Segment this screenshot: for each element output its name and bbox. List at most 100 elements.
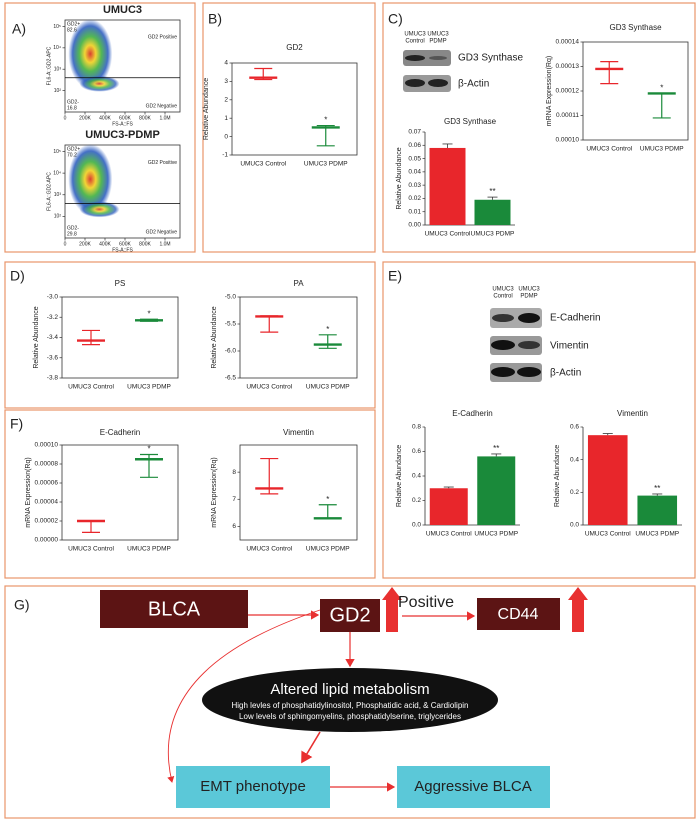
lane-label: PDMP — [520, 294, 537, 300]
y-tick-label: 0.00002 — [35, 518, 59, 525]
y-axis-label: Relative Abundance — [33, 306, 40, 368]
x-tick-label: UMUC3 PDMP — [127, 384, 171, 391]
density-cloud — [79, 75, 120, 92]
x-tick-label: UMUC3 Control — [246, 384, 292, 391]
panel-label: C) — [388, 11, 403, 27]
y-tick-label: 0.05 — [408, 155, 421, 162]
x-tick-label: UMUC3 Control — [246, 546, 292, 553]
up-arrow — [568, 587, 588, 632]
node-text: Low levels of sphingomyelins, phosphatid… — [239, 712, 461, 721]
chart-title: GD3 Synthase — [444, 117, 497, 126]
y-tick-label: 10⁴ — [53, 45, 61, 51]
y-tick-label: 0.4 — [412, 473, 421, 480]
gate-label: 82.6 — [67, 27, 77, 33]
y-axis-label: Relative Abundance — [554, 445, 561, 507]
significance: * — [147, 445, 150, 454]
lane-label: UMUC3 — [427, 32, 449, 38]
y-tick-label: 1 — [224, 115, 228, 122]
y-tick-label: -3.2 — [47, 314, 59, 321]
x-tick-label: 800K — [139, 241, 151, 247]
x-tick-label: UMUC3 PDMP — [474, 531, 518, 538]
node-label: BLCA — [148, 598, 201, 620]
y-tick-label: 0.2 — [570, 489, 579, 496]
plot-frame — [61, 296, 179, 379]
x-tick-label: 0 — [64, 241, 67, 247]
panel-label: E) — [388, 268, 402, 284]
density-cloud — [79, 201, 120, 218]
y-tick-label: 0 — [224, 133, 228, 140]
y-tick-label: 0.00013 — [556, 63, 580, 70]
y-tick-label: 0.00010 — [556, 137, 580, 144]
y-tick-label: -3.8 — [47, 375, 59, 382]
node-emt — [176, 766, 330, 808]
x-tick-label: UMUC3 Control — [586, 146, 632, 153]
significance: * — [660, 84, 663, 93]
x-tick-label: 200K — [79, 241, 91, 247]
plot-frame — [239, 296, 358, 379]
significance: ** — [493, 444, 499, 453]
chart-title: Vimentin — [283, 428, 314, 437]
x-tick-label: 1.0M — [159, 115, 170, 121]
y-tick-label: -3.4 — [47, 334, 59, 341]
y-tick-label: 0.00004 — [35, 499, 59, 506]
node-label: EMT phenotype — [200, 778, 306, 795]
panel-g — [4, 585, 696, 819]
panel-label: G) — [14, 597, 30, 613]
lane-label: UMUC3 — [518, 287, 540, 293]
panel-label: A) — [12, 21, 26, 37]
y-axis-label: mRNA Expression(Rq) — [25, 457, 32, 527]
bar — [429, 147, 466, 225]
arrow — [301, 731, 321, 764]
x-tick-label: UMUC3 Control — [240, 161, 286, 168]
y-tick-label: -5.0 — [225, 294, 237, 301]
chart-title: PA — [293, 279, 304, 288]
y-tick-label: 10⁵ — [53, 24, 61, 30]
plot-frame — [61, 444, 179, 541]
x-tick-label: UMUC3 PDMP — [306, 384, 350, 391]
y-tick-label: 0.00012 — [556, 88, 580, 95]
plot-frame — [231, 62, 358, 156]
chart-title: GD2 — [286, 43, 303, 52]
y-tick-label: 0.02 — [408, 195, 421, 202]
gate-label: GD2 Negative — [146, 103, 178, 109]
arrow — [167, 609, 321, 783]
y-axis-label: Relative Abundance — [211, 306, 218, 368]
y-axis-label: FL6-A::GD2-APC — [46, 172, 52, 211]
density-cloud — [68, 19, 113, 89]
panel-label: D) — [10, 268, 25, 284]
node-cd44 — [477, 598, 560, 630]
y-tick-label: 10³ — [54, 192, 62, 198]
x-tick-label: UMUC3 PDMP — [640, 146, 684, 153]
x-tick-label: UMUC3 PDMP — [306, 546, 350, 553]
y-tick-label: 0.00 — [408, 222, 421, 229]
gate-label: GD2+ — [67, 21, 80, 27]
node-text: High levles of phosphatidylinositol, Pho… — [231, 701, 468, 710]
band-label: Vimentin — [550, 341, 589, 352]
bar — [477, 456, 516, 525]
gate-label: GD2 Positive — [148, 35, 177, 41]
y-tick-label: 10⁵ — [53, 149, 61, 155]
y-tick-label: -5.5 — [225, 321, 237, 328]
y-tick-label: -6.0 — [225, 348, 237, 355]
y-axis-label: mRNA Expression(Rq) — [211, 457, 218, 527]
significance: * — [147, 309, 150, 318]
y-tick-label: 0.04 — [408, 169, 421, 176]
chart-title: GD3 Synthase — [609, 23, 662, 32]
x-tick-label: UMUC3 PDMP — [127, 546, 171, 553]
gate-label: GD2 Positive — [148, 160, 177, 166]
y-tick-label: 7 — [232, 496, 236, 503]
significance: * — [326, 325, 329, 334]
gate-label: GD2- — [67, 99, 79, 105]
y-tick-label: 0.07 — [408, 129, 421, 136]
lane-label: UMUC3 — [404, 32, 426, 38]
bar — [587, 435, 628, 525]
lane-label: Control — [493, 294, 512, 300]
y-tick-label: 6 — [232, 523, 236, 530]
lane-label: Control — [405, 39, 424, 45]
x-tick-label: UMUC3 PDMP — [635, 531, 679, 538]
y-axis-label: Relative Abundance — [396, 445, 403, 507]
x-axis-label: FS-A::FS — [112, 121, 133, 127]
y-tick-label: 10⁴ — [53, 170, 61, 176]
significance: * — [324, 116, 327, 125]
